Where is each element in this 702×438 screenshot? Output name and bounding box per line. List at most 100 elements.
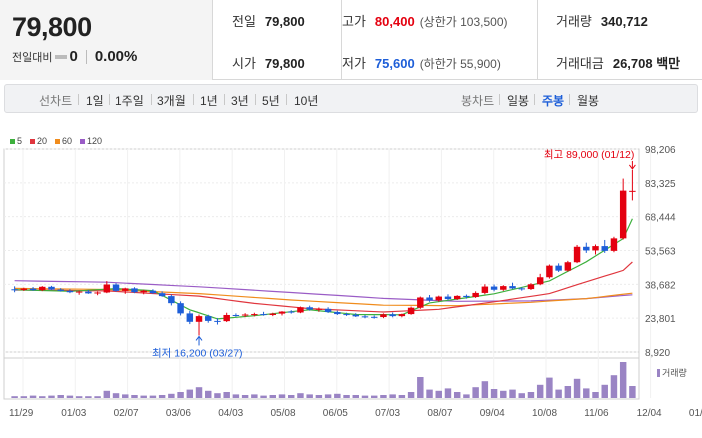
period-3y[interactable]: 3년 bbox=[231, 94, 249, 108]
candle-weekly[interactable]: 주봉 bbox=[542, 94, 565, 108]
volume-bar bbox=[29, 395, 37, 398]
legend-swatch bbox=[80, 138, 86, 144]
period-1w[interactable]: 1주일 bbox=[115, 94, 144, 108]
candle-body bbox=[481, 286, 489, 293]
volume-bar bbox=[619, 362, 627, 398]
volume-bar bbox=[94, 396, 101, 398]
upper-limit: (상한가 103,500) bbox=[419, 15, 508, 29]
volume-bar bbox=[518, 393, 525, 398]
high-arrow-head bbox=[628, 164, 636, 170]
candle-body bbox=[583, 246, 590, 251]
open-label: 시가 bbox=[232, 56, 256, 71]
volume-bar bbox=[57, 395, 64, 398]
candle-daily[interactable]: 일봉 bbox=[507, 94, 530, 108]
volume-bar bbox=[435, 390, 442, 398]
candle-chart-label: 봉차트 bbox=[461, 94, 495, 108]
ma5-line bbox=[14, 218, 633, 320]
period-1d[interactable]: 1일 bbox=[86, 94, 104, 108]
volume-bar bbox=[509, 389, 516, 398]
volume-bar bbox=[352, 395, 359, 398]
candle-body bbox=[352, 314, 359, 317]
candle-body bbox=[500, 286, 507, 290]
candle-body bbox=[555, 265, 562, 271]
candle-body bbox=[518, 288, 525, 290]
candle-body bbox=[509, 286, 516, 289]
candle-body bbox=[306, 307, 313, 310]
volume-cell: 거래량 340,712 bbox=[556, 11, 648, 30]
candle-body bbox=[490, 286, 498, 290]
x-tick-label: 01/03 bbox=[61, 408, 86, 419]
volume-bar bbox=[490, 389, 498, 398]
candle-body bbox=[251, 314, 258, 316]
candle-body bbox=[20, 288, 28, 290]
legend-label: 5 bbox=[17, 136, 23, 146]
volume-bar bbox=[223, 392, 230, 398]
candle-body bbox=[112, 284, 120, 291]
x-tick-label: 03/06 bbox=[166, 408, 191, 419]
legend-ma20: 20 bbox=[30, 136, 47, 146]
candle-body bbox=[57, 289, 64, 291]
period-5y[interactable]: 5년 bbox=[262, 94, 280, 108]
amount-cell: 거래대금 26,708 백만 bbox=[556, 53, 680, 72]
prev-close-label: 전일 bbox=[232, 14, 256, 29]
legend-swatch bbox=[10, 138, 15, 144]
period-10y[interactable]: 10년 bbox=[294, 94, 319, 108]
x-tick-label: 11/06 bbox=[584, 408, 609, 419]
legend-label: 120 bbox=[87, 136, 103, 146]
high-annotation: 최고 89,000 (01/12) bbox=[544, 149, 635, 161]
volume-bar bbox=[39, 396, 46, 398]
candle-monthly[interactable]: 월봉 bbox=[577, 94, 600, 108]
volume-bar bbox=[140, 395, 147, 398]
chart-period-toolbar: 선차트 1일 1주일 3개월 1년 3년 5년 10년 봉차트 일봉 주봉 월봉 bbox=[4, 84, 698, 113]
volume-bar bbox=[426, 389, 433, 398]
volume-bar bbox=[66, 395, 74, 398]
divider bbox=[85, 49, 87, 64]
volume-bar bbox=[241, 395, 249, 398]
candle-body bbox=[168, 296, 175, 304]
low-label: 저가 bbox=[342, 56, 366, 71]
divider bbox=[286, 94, 287, 105]
candle-body bbox=[103, 284, 111, 293]
volume-bar bbox=[131, 395, 138, 398]
divider bbox=[78, 94, 79, 105]
change-rate: 0.00% bbox=[94, 48, 138, 65]
volume-bar bbox=[629, 386, 636, 398]
volume-bar bbox=[186, 389, 194, 398]
candle-body bbox=[269, 313, 277, 315]
divider bbox=[193, 94, 194, 105]
candle-body bbox=[39, 286, 46, 291]
volume-bar bbox=[361, 395, 369, 398]
candle-body bbox=[601, 246, 608, 251]
volume-legend-label: 거래량 bbox=[662, 368, 687, 378]
y-tick-label: 8,920 bbox=[645, 348, 670, 359]
high-value: 80,400 bbox=[374, 14, 415, 29]
period-3m[interactable]: 3개월 bbox=[157, 94, 186, 108]
candle-body bbox=[610, 238, 618, 251]
legend-swatch bbox=[55, 138, 61, 144]
volume-bar bbox=[370, 395, 378, 398]
prev-close-cell: 전일 79,800 bbox=[232, 11, 305, 30]
candle-body bbox=[186, 313, 194, 322]
legend-label: 20 bbox=[37, 136, 48, 146]
candle-body bbox=[435, 296, 442, 301]
volume-bar bbox=[444, 388, 452, 398]
volume-bar bbox=[583, 388, 590, 398]
y-tick-label: 53,563 bbox=[645, 247, 676, 258]
candle-body bbox=[288, 311, 295, 313]
candle-body bbox=[334, 312, 341, 315]
volume-bar bbox=[481, 381, 489, 398]
x-tick-label: 12/04 bbox=[637, 408, 662, 419]
candle-body bbox=[158, 293, 166, 297]
volume-bar bbox=[324, 394, 332, 398]
volume-bar bbox=[195, 387, 203, 398]
flat-icon bbox=[55, 54, 68, 59]
legend-ma5: 5 bbox=[10, 136, 22, 146]
candle-body bbox=[527, 284, 535, 290]
volume-bar bbox=[278, 394, 286, 398]
period-1y[interactable]: 1년 bbox=[200, 94, 218, 108]
volume-bar bbox=[205, 390, 212, 398]
candle-body bbox=[140, 290, 147, 293]
divider bbox=[109, 94, 110, 105]
divider bbox=[499, 94, 500, 105]
